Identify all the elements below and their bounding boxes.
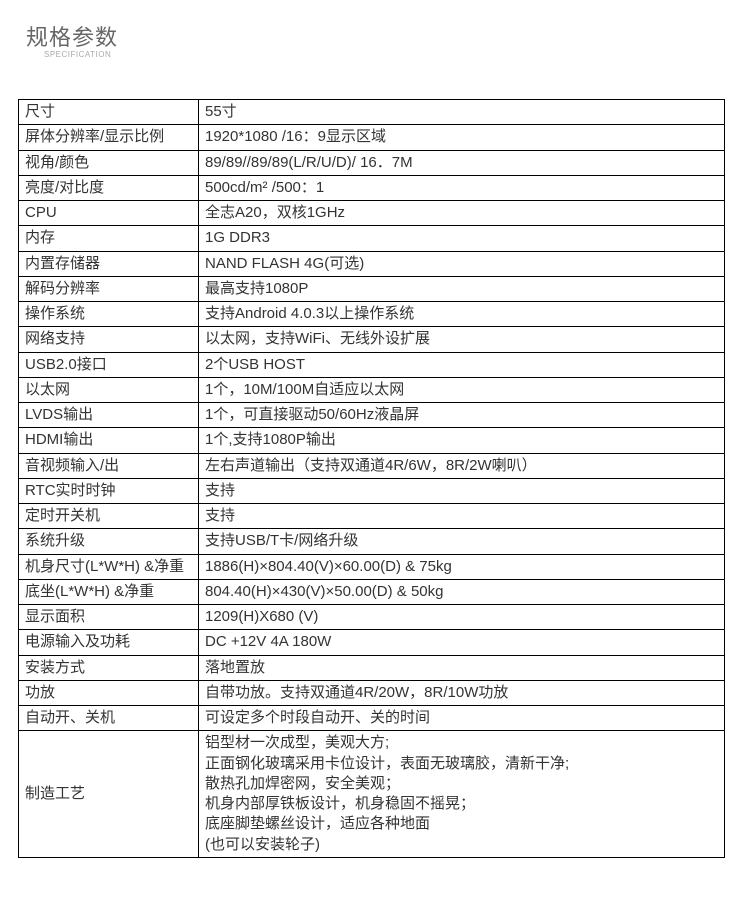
table-row: 制造工艺铝型材一次成型，美观大方; 正面钢化玻璃采用卡位设计，表面无玻璃胶，清新…: [19, 731, 725, 858]
table-row: 电源输入及功耗DC +12V 4A 180W: [19, 630, 725, 655]
spec-value: 1G DDR3: [199, 226, 725, 251]
table-row: 定时开关机支持: [19, 504, 725, 529]
table-row: CPU全志A20，双核1GHz: [19, 201, 725, 226]
spec-value: 自带功放。支持双通道4R/20W，8R/10W功放: [199, 680, 725, 705]
table-row: 内存1G DDR3: [19, 226, 725, 251]
table-row: 亮度/对比度500cd/m² /500：1: [19, 175, 725, 200]
spec-label: 制造工艺: [19, 731, 199, 858]
spec-label: 亮度/对比度: [19, 175, 199, 200]
spec-label: 机身尺寸(L*W*H) &净重: [19, 554, 199, 579]
spec-label: USB2.0接口: [19, 352, 199, 377]
spec-value: 500cd/m² /500：1: [199, 175, 725, 200]
spec-value: 支持: [199, 478, 725, 503]
spec-value: 全志A20，双核1GHz: [199, 201, 725, 226]
spec-value: 55寸: [199, 100, 725, 125]
spec-table: 尺寸55寸屏体分辨率/显示比例1920*1080 /16：9显示区域视角/颜色8…: [18, 99, 725, 858]
spec-value: 以太网，支持WiFi、无线外设扩展: [199, 327, 725, 352]
spec-value: 支持: [199, 504, 725, 529]
spec-value: 1209(H)X680 (V): [199, 605, 725, 630]
spec-header: 规格参数 SPECIFICATION: [26, 20, 725, 59]
spec-label: 底坐(L*W*H) &净重: [19, 579, 199, 604]
spec-label: 以太网: [19, 377, 199, 402]
table-row: 尺寸55寸: [19, 100, 725, 125]
spec-label: 尺寸: [19, 100, 199, 125]
spec-value: 2个USB HOST: [199, 352, 725, 377]
spec-value: DC +12V 4A 180W: [199, 630, 725, 655]
spec-label: 安装方式: [19, 655, 199, 680]
table-row: 屏体分辨率/显示比例1920*1080 /16：9显示区域: [19, 125, 725, 150]
spec-value: 支持Android 4.0.3以上操作系统: [199, 302, 725, 327]
spec-value: 1920*1080 /16：9显示区域: [199, 125, 725, 150]
spec-label: 音视频输入/出: [19, 453, 199, 478]
spec-label: 功放: [19, 680, 199, 705]
spec-label: 解码分辨率: [19, 276, 199, 301]
table-row: LVDS输出1个，可直接驱动50/60Hz液晶屏: [19, 403, 725, 428]
spec-label: 自动开、关机: [19, 706, 199, 731]
spec-value: NAND FLASH 4G(可选): [199, 251, 725, 276]
table-row: RTC实时时钟支持: [19, 478, 725, 503]
table-row: 操作系统支持Android 4.0.3以上操作系统: [19, 302, 725, 327]
spec-value: 支持USB/T卡/网络升级: [199, 529, 725, 554]
table-row: 内置存储器 NAND FLASH 4G(可选): [19, 251, 725, 276]
table-row: USB2.0接口2个USB HOST: [19, 352, 725, 377]
spec-label: CPU: [19, 201, 199, 226]
table-row: 网络支持以太网，支持WiFi、无线外设扩展: [19, 327, 725, 352]
table-row: 功放自带功放。支持双通道4R/20W，8R/10W功放: [19, 680, 725, 705]
spec-value: 铝型材一次成型，美观大方; 正面钢化玻璃采用卡位设计，表面无玻璃胶，清新干净; …: [199, 731, 725, 858]
spec-label: RTC实时时钟: [19, 478, 199, 503]
table-row: 机身尺寸(L*W*H) &净重1886(H)×804.40(V)×60.00(D…: [19, 554, 725, 579]
spec-subtitle: SPECIFICATION: [44, 50, 725, 59]
table-row: 显示面积1209(H)X680 (V): [19, 605, 725, 630]
spec-label: 网络支持: [19, 327, 199, 352]
spec-value: 1个，10M/100M自适应以太网: [199, 377, 725, 402]
table-row: 视角/颜色89/89//89/89(L/R/U/D)/ 16．7M: [19, 150, 725, 175]
spec-label: 显示面积: [19, 605, 199, 630]
spec-value: 89/89//89/89(L/R/U/D)/ 16．7M: [199, 150, 725, 175]
spec-value: 落地置放: [199, 655, 725, 680]
spec-label: 内置存储器: [19, 251, 199, 276]
spec-label: 视角/颜色: [19, 150, 199, 175]
table-row: 安装方式落地置放: [19, 655, 725, 680]
spec-value: 最高支持1080P: [199, 276, 725, 301]
spec-label: 定时开关机: [19, 504, 199, 529]
spec-label: HDMI输出: [19, 428, 199, 453]
table-row: 解码分辨率最高支持1080P: [19, 276, 725, 301]
spec-value: 1个,支持1080P输出: [199, 428, 725, 453]
spec-title: 规格参数: [26, 20, 725, 52]
spec-value: 1886(H)×804.40(V)×60.00(D) & 75kg: [199, 554, 725, 579]
spec-label: 屏体分辨率/显示比例: [19, 125, 199, 150]
table-row: HDMI输出1个,支持1080P输出: [19, 428, 725, 453]
table-row: 系统升级支持USB/T卡/网络升级: [19, 529, 725, 554]
table-row: 以太网1个，10M/100M自适应以太网: [19, 377, 725, 402]
table-row: 自动开、关机可设定多个时段自动开、关的时间: [19, 706, 725, 731]
spec-value: 可设定多个时段自动开、关的时间: [199, 706, 725, 731]
table-row: 音视频输入/出左右声道输出（支持双通道4R/6W，8R/2W喇叭）: [19, 453, 725, 478]
spec-value: 左右声道输出（支持双通道4R/6W，8R/2W喇叭）: [199, 453, 725, 478]
spec-label: 电源输入及功耗: [19, 630, 199, 655]
spec-label: 操作系统: [19, 302, 199, 327]
spec-value: 1个，可直接驱动50/60Hz液晶屏: [199, 403, 725, 428]
table-row: 底坐(L*W*H) &净重804.40(H)×430(V)×50.00(D) &…: [19, 579, 725, 604]
spec-label: 系统升级: [19, 529, 199, 554]
spec-label: 内存: [19, 226, 199, 251]
spec-label: LVDS输出: [19, 403, 199, 428]
spec-value: 804.40(H)×430(V)×50.00(D) & 50kg: [199, 579, 725, 604]
